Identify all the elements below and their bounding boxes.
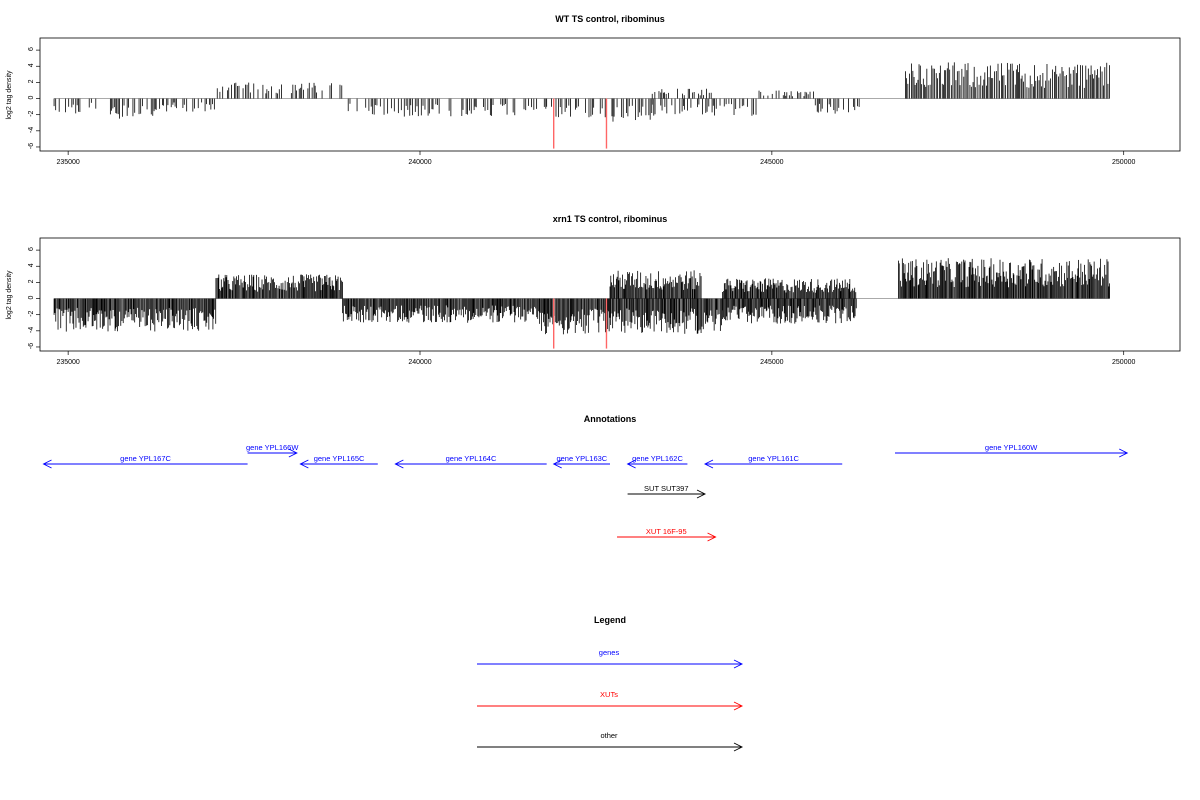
- xrn1-panel-title: xrn1 TS control, ribominus: [553, 214, 668, 224]
- y-tick-label: -6: [28, 143, 35, 149]
- feature-label: gene YPL162C: [632, 454, 683, 463]
- feature-label: gene YPL161C: [748, 454, 799, 463]
- annotation-feature: gene YPL166W: [246, 443, 299, 458]
- annotation-features: gene YPL167C gene YPL166W gene YPL165C gene…: [42, 443, 1129, 542]
- legend-title: Legend: [594, 615, 626, 625]
- legend-item-xut: XUTs: [477, 690, 744, 711]
- arrow-head: [42, 459, 52, 469]
- y-tick-label: 6: [28, 47, 35, 51]
- arrow-head: [394, 459, 404, 469]
- arrow-head: [288, 448, 298, 458]
- xrn1-density-bars: [53, 258, 1110, 335]
- arrow-head: [552, 459, 562, 469]
- legend-arrow-head: [733, 659, 744, 669]
- xrn1-density-panel: xrn1 TS control, ribominus log2 tag dens…: [6, 214, 1181, 366]
- xrn1-x-axis: 235000 240000 245000 250000: [56, 351, 1135, 366]
- y-tick-label: 0: [28, 295, 35, 299]
- x-tick-label: 240000: [408, 359, 431, 366]
- wt-highlight-bars: [553, 98, 608, 149]
- x-tick-label: 250000: [1112, 359, 1135, 366]
- arrow-head: [696, 489, 707, 499]
- arrow-head: [299, 459, 309, 469]
- arrow-head: [626, 459, 636, 469]
- y-tick-label: -6: [28, 343, 35, 349]
- y-tick-label: 4: [28, 263, 35, 267]
- y-tick-label: -2: [28, 310, 35, 316]
- legend-label: XUTs: [600, 690, 618, 699]
- xrn1-plot-frame: [39, 237, 1181, 352]
- y-tick-label: -4: [28, 327, 35, 333]
- legend-item-other: other: [477, 731, 744, 752]
- x-tick-label: 245000: [760, 159, 783, 166]
- legend-arrow-head: [733, 742, 744, 752]
- feature-label: gene YPL163C: [556, 454, 607, 463]
- annotation-feature: gene YPL165C: [299, 454, 378, 469]
- feature-label: gene YPL165C: [314, 454, 365, 463]
- y-tick-label: 2: [28, 79, 35, 83]
- legend-label: other: [600, 731, 618, 740]
- legend-panel: Legend genes XUTs other: [477, 615, 744, 752]
- feature-label: XUT 16F-95: [646, 527, 687, 536]
- legend-label: genes: [599, 648, 620, 657]
- legend-items: genes XUTs other: [477, 648, 744, 752]
- y-tick-label: -2: [28, 110, 35, 116]
- y-tick-label: -4: [28, 127, 35, 133]
- annotations-title: Annotations: [584, 414, 637, 424]
- y-tick-label: 6: [28, 247, 35, 251]
- annotation-feature: gene YPL163C: [552, 454, 610, 469]
- x-tick-label: 235000: [56, 159, 79, 166]
- y-tick-label: 4: [28, 63, 35, 67]
- annotation-feature: gene YPL167C: [42, 454, 248, 469]
- annotation-feature: XUT 16F-95: [617, 527, 717, 542]
- xrn1-highlight-bars: [553, 298, 608, 349]
- annotation-feature: gene YPL160W: [895, 443, 1129, 458]
- legend-arrow-head: [733, 701, 744, 711]
- arrow-head: [707, 532, 717, 542]
- annotation-feature: gene YPL164C: [394, 454, 547, 469]
- arrow-head: [703, 459, 714, 469]
- xrn1-y-axis: -6 -4 -2 0 2 4 6: [28, 247, 40, 349]
- y-tick-label: 2: [28, 279, 35, 283]
- wt-y-axis-label: log2 tag density: [6, 70, 13, 120]
- legend-item-gene: genes: [477, 648, 744, 669]
- x-tick-label: 250000: [1112, 159, 1135, 166]
- wt-plot-frame: [39, 37, 1181, 152]
- annotation-feature: gene YPL162C: [626, 454, 688, 469]
- annotation-feature: SUT SUT397: [627, 484, 707, 499]
- xrn1-y-axis-label: log2 tag density: [6, 270, 13, 320]
- feature-label: gene YPL166W: [246, 443, 299, 452]
- wt-y-axis: -6 -4 -2 0 2 4 6: [28, 47, 40, 149]
- feature-label: SUT SUT397: [644, 484, 688, 493]
- y-tick-label: 0: [28, 95, 35, 99]
- x-tick-label: 235000: [56, 359, 79, 366]
- x-tick-label: 245000: [760, 359, 783, 366]
- wt-density-panel: WT TS control, ribominus log2 tag densit…: [6, 14, 1181, 166]
- feature-label: gene YPL160W: [985, 443, 1038, 452]
- wt-density-bars: [53, 62, 1110, 122]
- wt-panel-title: WT TS control, ribominus: [555, 14, 665, 24]
- feature-label: gene YPL167C: [120, 454, 171, 463]
- wt-x-axis: 235000 240000 245000 250000: [56, 151, 1135, 166]
- x-tick-label: 240000: [408, 159, 431, 166]
- feature-label: gene YPL164C: [446, 454, 497, 463]
- annotation-feature: gene YPL161C: [703, 454, 843, 469]
- arrow-head: [1119, 448, 1129, 458]
